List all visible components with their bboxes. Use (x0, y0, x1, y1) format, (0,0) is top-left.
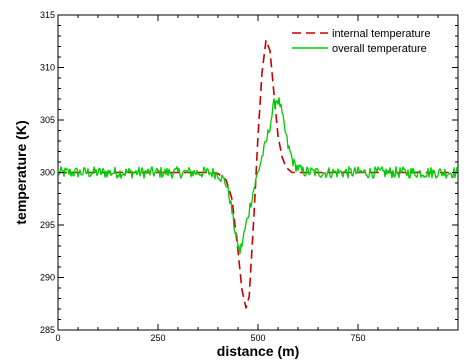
y-tick-label: 310 (40, 63, 55, 73)
y-tick-label: 300 (40, 168, 55, 178)
y-axis-title: temperature (K) (13, 120, 29, 224)
y-tick-label: 305 (40, 115, 55, 125)
y-tick-label: 315 (40, 10, 55, 20)
legend: internal temperature overall temperature (292, 28, 430, 55)
y-tick-label: 295 (40, 220, 55, 230)
x-tick-label: 750 (350, 333, 365, 343)
x-axis-title: distance (m) (217, 343, 299, 359)
series-layer (57, 39, 459, 309)
series-line-overall-temperature (57, 97, 459, 255)
axis-ticks: 0 250 500 750 285 290 295 300 305 310 315 (40, 10, 458, 343)
y-tick-label: 285 (40, 325, 55, 335)
x-tick-label: 250 (150, 333, 165, 343)
x-tick-label: 0 (55, 333, 60, 343)
y-tick-label: 290 (40, 273, 55, 283)
legend-label-internal: internal temperature (332, 28, 430, 40)
legend-label-overall: overall temperature (332, 43, 427, 55)
x-tick-label: 500 (250, 333, 265, 343)
